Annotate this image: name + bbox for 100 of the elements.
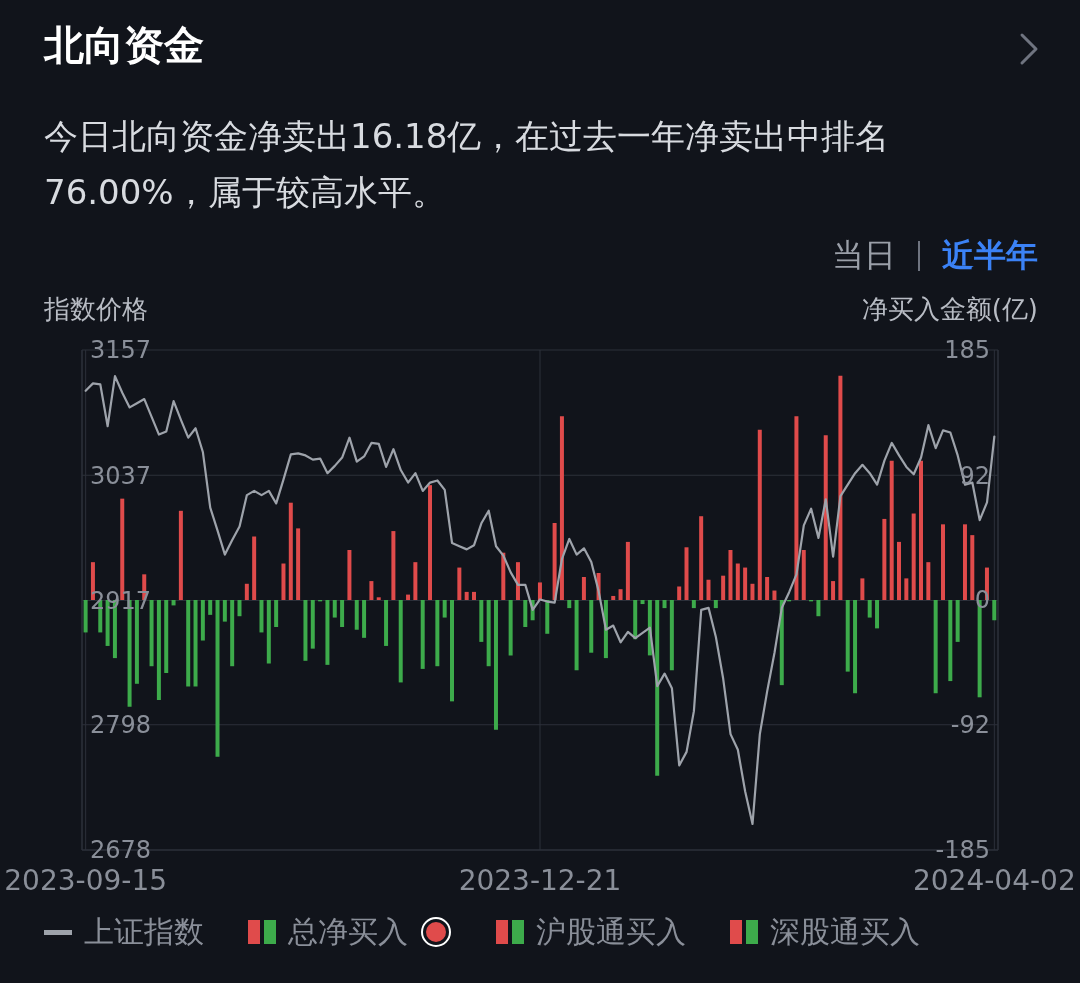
bar [743, 567, 748, 600]
bar [266, 600, 271, 664]
y2-tick-label: -185 [935, 836, 990, 865]
bar [794, 416, 799, 600]
bar [875, 600, 880, 629]
chart-title: 北向资金 [44, 21, 204, 70]
bar [288, 502, 293, 600]
bar [816, 600, 821, 617]
bar [831, 581, 836, 600]
y-tick-label: 3157 [90, 336, 152, 365]
bar [559, 416, 564, 600]
bar [486, 600, 491, 667]
bar [552, 522, 557, 600]
bar [252, 536, 257, 600]
chart-subtitle: 今日北向资金净卖出16.18亿，在过去一年净卖出中排名76.00%，属于较高水平。 [44, 115, 891, 214]
bar [567, 600, 572, 609]
text: 当日 [832, 235, 896, 276]
bar [244, 583, 249, 600]
y-tick-label: 2678 [90, 836, 152, 865]
bar [479, 600, 484, 642]
bar [889, 460, 894, 600]
bar [325, 600, 330, 665]
bar [340, 600, 345, 628]
bar [992, 600, 997, 621]
y-tick-label: 2798 [90, 711, 152, 740]
bar [581, 577, 586, 600]
bar [450, 600, 455, 702]
bar [677, 586, 682, 600]
bar [464, 591, 469, 600]
bar [149, 600, 154, 667]
bar [801, 550, 806, 600]
bar [413, 562, 418, 600]
bar [406, 594, 411, 600]
bar [259, 600, 264, 633]
bar [523, 600, 528, 628]
bar [728, 550, 733, 600]
legend-label: 深股通买入 [770, 912, 920, 951]
bar [589, 600, 594, 653]
x-tick-label: 2023-12-21 [458, 863, 622, 897]
bar [208, 600, 213, 615]
legend-label: 总净买入 [288, 912, 408, 951]
bar [860, 578, 865, 600]
bar [655, 600, 660, 776]
bar [545, 600, 550, 634]
bar [178, 510, 183, 600]
bar [274, 600, 279, 628]
bar [757, 429, 762, 600]
bar [508, 600, 513, 656]
y2-tick-label: 185 [944, 336, 990, 365]
bar [428, 485, 433, 600]
bar [853, 600, 858, 694]
bar [684, 547, 689, 600]
bar [376, 597, 381, 600]
bar [332, 600, 337, 618]
bar [222, 600, 227, 622]
y-tick-label: 3037 [90, 461, 152, 490]
bar [618, 589, 623, 600]
bar [838, 375, 843, 600]
x-tick-label: 2024-04-02 [912, 863, 1076, 897]
bar [611, 595, 616, 600]
x-tick-label: 2023-09-15 [4, 863, 168, 897]
bar [230, 600, 235, 667]
bar [919, 460, 923, 600]
bar [398, 600, 403, 683]
bar [237, 600, 242, 617]
bar [164, 600, 169, 673]
bar [501, 552, 506, 600]
bar [435, 600, 440, 667]
bar [633, 600, 638, 640]
bar [933, 600, 938, 694]
bar [347, 550, 352, 600]
bar [772, 590, 777, 600]
bar [296, 528, 301, 600]
bar [472, 591, 476, 600]
bar [574, 600, 579, 671]
bar [362, 600, 367, 638]
bar [669, 600, 674, 671]
bar [845, 600, 850, 672]
bar [640, 600, 645, 605]
bar [193, 600, 198, 687]
bar [515, 562, 520, 600]
bar [662, 600, 667, 609]
bar [750, 583, 755, 600]
y2-axis-title: 净买入金额(亿) [861, 293, 1038, 326]
bar [200, 600, 205, 641]
bar [83, 600, 88, 633]
bar [948, 600, 953, 682]
bar [281, 563, 286, 600]
bar [882, 518, 887, 600]
bar [823, 435, 828, 600]
bar [897, 541, 902, 600]
bar [493, 600, 498, 730]
bar [765, 577, 770, 600]
bar [420, 600, 425, 669]
bar [904, 578, 909, 600]
bar [713, 600, 718, 609]
bar [691, 600, 696, 609]
bar [384, 600, 389, 646]
bar [310, 600, 315, 649]
bar [171, 600, 176, 606]
